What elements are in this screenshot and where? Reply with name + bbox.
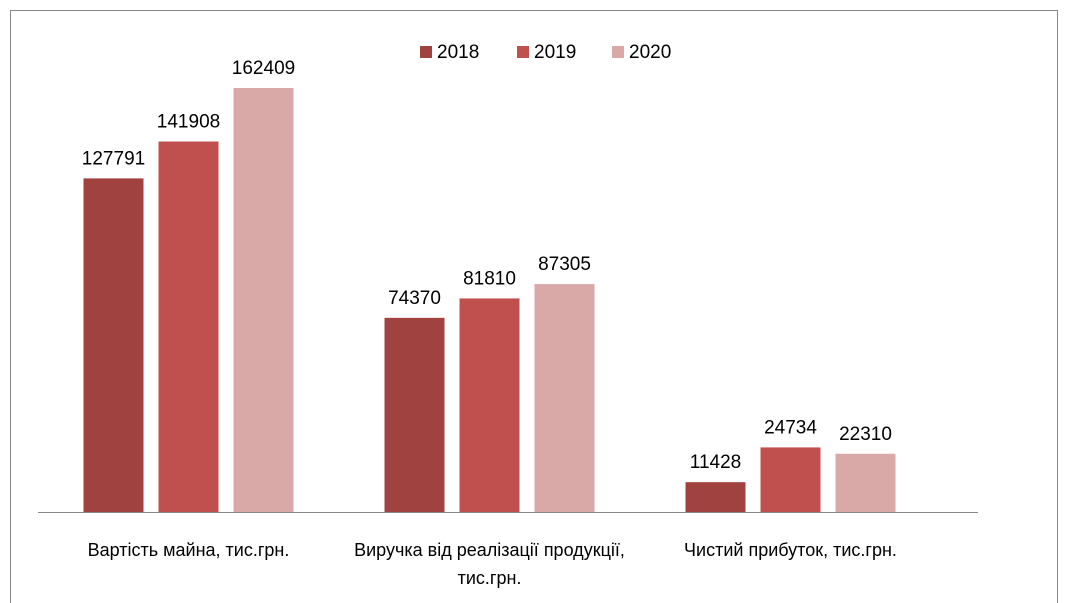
bar [233, 88, 294, 512]
x-tick-label: Чистий прибуток, тис.грн. [684, 540, 897, 560]
legend-swatch [420, 46, 432, 58]
bar [83, 178, 144, 513]
legend-swatch [517, 46, 529, 58]
data-label: 11428 [690, 452, 741, 473]
data-label: 74370 [388, 288, 441, 309]
legend-label: 2018 [437, 42, 479, 63]
legend-label: 2019 [534, 42, 576, 63]
bar [835, 453, 896, 512]
data-label: 24734 [764, 417, 817, 438]
data-label: 141908 [157, 112, 220, 133]
data-label: 87305 [538, 254, 591, 275]
data-label: 22310 [839, 424, 892, 445]
bar [158, 141, 219, 513]
bar [685, 482, 746, 512]
bar [459, 298, 520, 512]
data-label: 81810 [463, 268, 516, 289]
bar [534, 284, 595, 512]
legend-label: 2020 [629, 42, 671, 63]
legend-swatch [612, 46, 624, 58]
data-label: 127791 [82, 148, 145, 169]
bar [760, 447, 821, 512]
bar [384, 317, 445, 512]
chart-frame [10, 10, 1058, 603]
x-tick-label: Вартість майна, тис.грн. [87, 540, 290, 560]
data-label: 162409 [232, 58, 295, 79]
x-tick-label: Виручка від реалізації продукції, тис.гр… [354, 540, 625, 588]
